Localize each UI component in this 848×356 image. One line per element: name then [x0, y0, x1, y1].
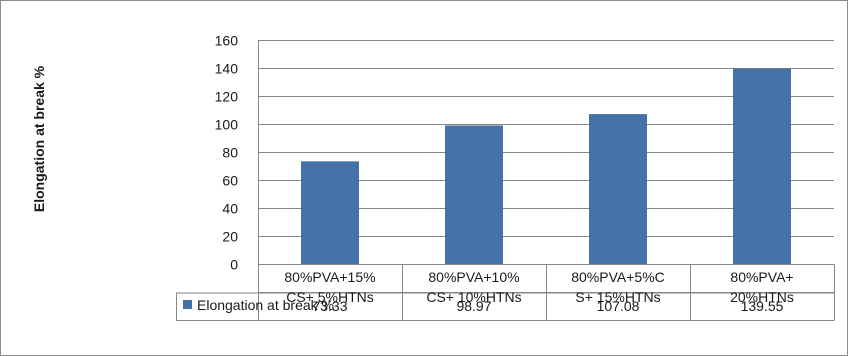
y-tick-label: 160 [215, 33, 239, 49]
y-tick-label: 40 [222, 201, 238, 217]
bar [733, 68, 791, 264]
y-axis-label: Elongation at break % [31, 65, 47, 212]
x-tick-label: 80%PVA+10% [428, 269, 519, 285]
x-tick-label: 80%PVA+15% [284, 269, 375, 285]
data-label: 107.08 [597, 298, 640, 314]
y-tick-label: 140 [215, 61, 239, 77]
y-tick-label: 0 [230, 257, 238, 273]
data-label: 139.55 [741, 298, 784, 314]
y-tick-label: 60 [222, 173, 238, 189]
x-tick-label: 80%PVA+ [730, 269, 793, 285]
y-tick-label: 80 [222, 145, 238, 161]
legend-swatch [183, 300, 192, 309]
y-tick-label: 100 [215, 117, 239, 133]
x-tick-label: 80%PVA+5%C [571, 269, 665, 285]
bar [445, 125, 503, 264]
x-tick-label: S+ 15%HTNs [575, 289, 660, 305]
data-label: 73.33 [312, 298, 347, 314]
y-tick-label: 20 [222, 229, 238, 245]
y-tick-label: 120 [215, 89, 239, 105]
x-tick-label: 20%HTNs [730, 289, 794, 305]
bar [301, 161, 359, 264]
data-label: 98.97 [456, 298, 491, 314]
legend-label: Elongation at break % [197, 297, 334, 313]
bar [589, 114, 647, 264]
x-tick-label: CS+ 5%HTNs [286, 289, 374, 305]
x-tick-label: CS+ 10%HTNs [426, 289, 521, 305]
